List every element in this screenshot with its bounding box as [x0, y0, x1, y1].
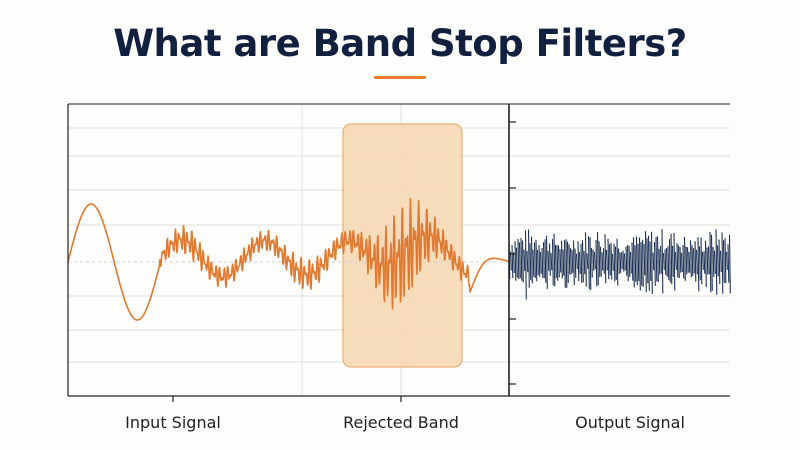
- title-underline: [374, 76, 426, 79]
- output-signal-label: Output Signal: [575, 413, 685, 432]
- axis-ticks: [172, 121, 516, 402]
- input-signal-label: Input Signal: [125, 413, 221, 432]
- output-signal-wave: [508, 229, 731, 300]
- frame: [67, 103, 730, 397]
- page-title: What are Band Stop Filters?: [113, 22, 687, 65]
- rejected-band-label: Rejected Band: [343, 413, 459, 432]
- input-signal-wave: [67, 197, 509, 321]
